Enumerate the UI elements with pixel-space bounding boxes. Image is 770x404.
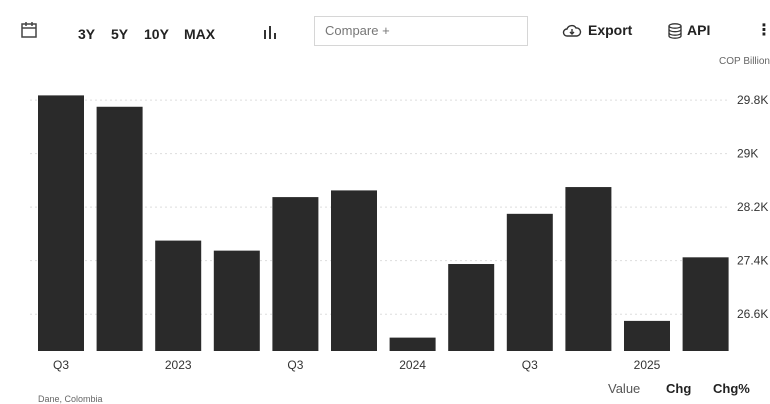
api-button[interactable]: API xyxy=(668,22,710,39)
bar[interactable] xyxy=(96,106,143,351)
bar[interactable] xyxy=(448,264,495,351)
y-tick-label: 28.2K xyxy=(737,200,768,214)
bar[interactable] xyxy=(624,320,670,351)
database-icon xyxy=(668,23,682,39)
more-options-icon[interactable]: ⋮ xyxy=(756,22,770,39)
bar[interactable] xyxy=(682,257,729,351)
export-button[interactable]: Export xyxy=(562,22,632,39)
x-tick-label: 2024 xyxy=(399,358,426,372)
unit-label: COP Billion xyxy=(719,56,770,67)
x-tick-label: 2025 xyxy=(634,358,661,372)
x-axis-ticks: Q3 2023 Q3 2024 Q3 2025 xyxy=(53,358,661,372)
range-5y-button[interactable]: 5Y xyxy=(111,26,129,42)
bar[interactable] xyxy=(213,250,260,351)
x-tick-label: Q3 xyxy=(522,358,538,372)
bar[interactable] xyxy=(506,213,553,351)
source-label: Dane, Colombia xyxy=(38,394,103,404)
tab-value[interactable]: Value xyxy=(608,381,641,396)
bar[interactable] xyxy=(389,337,436,351)
y-tick-label: 27.4K xyxy=(737,254,768,268)
y-tick-label: 29.8K xyxy=(737,93,768,107)
calendar-icon[interactable] xyxy=(20,21,38,39)
export-label: Export xyxy=(588,22,633,38)
bars xyxy=(38,95,729,351)
tab-chg[interactable]: Chg xyxy=(666,381,692,396)
bar[interactable] xyxy=(331,190,377,351)
bar[interactable] xyxy=(155,240,202,351)
y-axis-ticks: 26.6K 27.4K 28.2K 29K 29.8K xyxy=(737,93,768,321)
bar-chart-type-icon[interactable] xyxy=(262,24,278,40)
chart-toolbar: 3Y 5Y 10Y MAX Compare + Export API ⋮ xyxy=(0,12,770,52)
x-tick-label: Q3 xyxy=(287,358,303,372)
range-max-button[interactable]: MAX xyxy=(184,26,216,42)
x-tick-label: Q3 xyxy=(53,358,69,372)
x-tick-label: 2023 xyxy=(165,358,192,372)
grid-lines xyxy=(30,99,730,315)
bar[interactable] xyxy=(38,95,84,351)
bar[interactable] xyxy=(565,187,612,351)
bar[interactable] xyxy=(272,197,319,351)
y-tick-label: 26.6K xyxy=(737,307,768,321)
bar-chart: 26.6K 27.4K 28.2K 29K 29.8K Q3 2023 Q3 2024 Q3 20… xyxy=(30,93,768,372)
api-label: API xyxy=(687,22,711,38)
y-tick-label: 29K xyxy=(737,147,758,161)
tab-chg-percent[interactable]: Chg% xyxy=(713,381,750,396)
compare-input[interactable]: Compare + xyxy=(314,16,528,46)
cloud-download-icon xyxy=(562,24,582,37)
range-3y-button[interactable]: 3Y xyxy=(78,26,96,42)
range-10y-button[interactable]: 10Y xyxy=(144,26,169,42)
